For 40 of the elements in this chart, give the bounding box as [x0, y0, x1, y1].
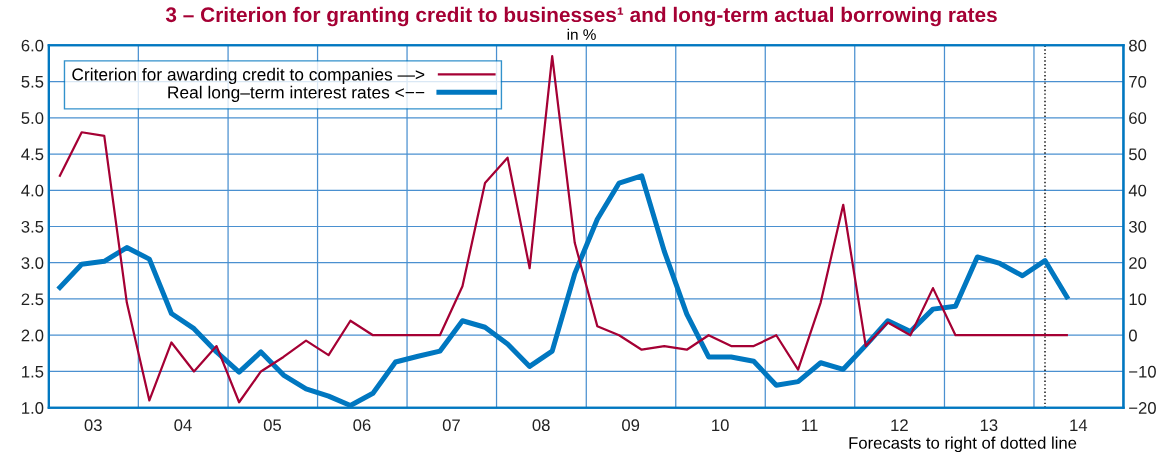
y2-tick-label: 20 — [1129, 257, 1147, 269]
y2-tick-label: −10 — [1129, 365, 1156, 378]
y2-tick-label: 0 — [1128, 329, 1137, 342]
x-tick-label: 14 — [1070, 419, 1088, 431]
line-series — [58, 55, 1068, 404]
text: Forecasts to right of dotted line — [849, 436, 1077, 453]
y-tick-label: 1.0 — [22, 402, 44, 414]
y-tick-label: 2.0 — [21, 329, 44, 342]
y-tick-label: 1.5 — [22, 366, 44, 378]
y2-tick-label: 30 — [1128, 220, 1147, 233]
x-tick-label: 07 — [442, 419, 460, 432]
y-tick-label: 4.5 — [21, 148, 44, 161]
x-tick-label: 13 — [980, 419, 998, 432]
y-tick-label: 5.5 — [21, 76, 44, 88]
y-tick-label: 6.0 — [21, 39, 44, 52]
chart-subtitle: in % — [567, 28, 596, 40]
y-tick-label: 3.5 — [21, 220, 44, 233]
x-tick-label: 06 — [353, 419, 371, 432]
y2-tick-label: 70 — [1129, 75, 1147, 88]
y-tick-label: 2.5 — [21, 293, 44, 306]
y2-tick-label: −20 — [1129, 402, 1156, 414]
x-tick-label: 10 — [712, 419, 729, 432]
legend-label: Criterion for awarding credit to companies —> — [72, 67, 425, 85]
x-tick-label: 11 — [802, 419, 818, 431]
y2-tick-label: 10 — [1129, 293, 1147, 306]
x-tick-label: 05 — [263, 419, 282, 432]
y2-tick-label: 60 — [1129, 112, 1147, 124]
y2-tick-label: 40 — [1128, 184, 1147, 197]
x-tick-label: 04 — [174, 419, 192, 432]
legend-label: Real long–term interest rates <−− — [168, 85, 425, 102]
y-tick-label: 5.0 — [21, 112, 44, 124]
y2-tick-label: 50 — [1128, 148, 1147, 161]
y-tick-label: 4.0 — [21, 184, 44, 197]
x-tick-label: 09 — [622, 419, 640, 432]
x-tick-label: 03 — [84, 419, 102, 432]
y2-tick-label: 80 — [1129, 39, 1147, 52]
y-tick-label: 3.0 — [21, 257, 44, 269]
x-tick-label: 12 — [891, 419, 908, 431]
x-tick-label: 08 — [532, 419, 550, 432]
chart-title: 3 – Criterion for granting credit to businesses¹ and long-term actual borrowing rates — [165, 6, 997, 27]
